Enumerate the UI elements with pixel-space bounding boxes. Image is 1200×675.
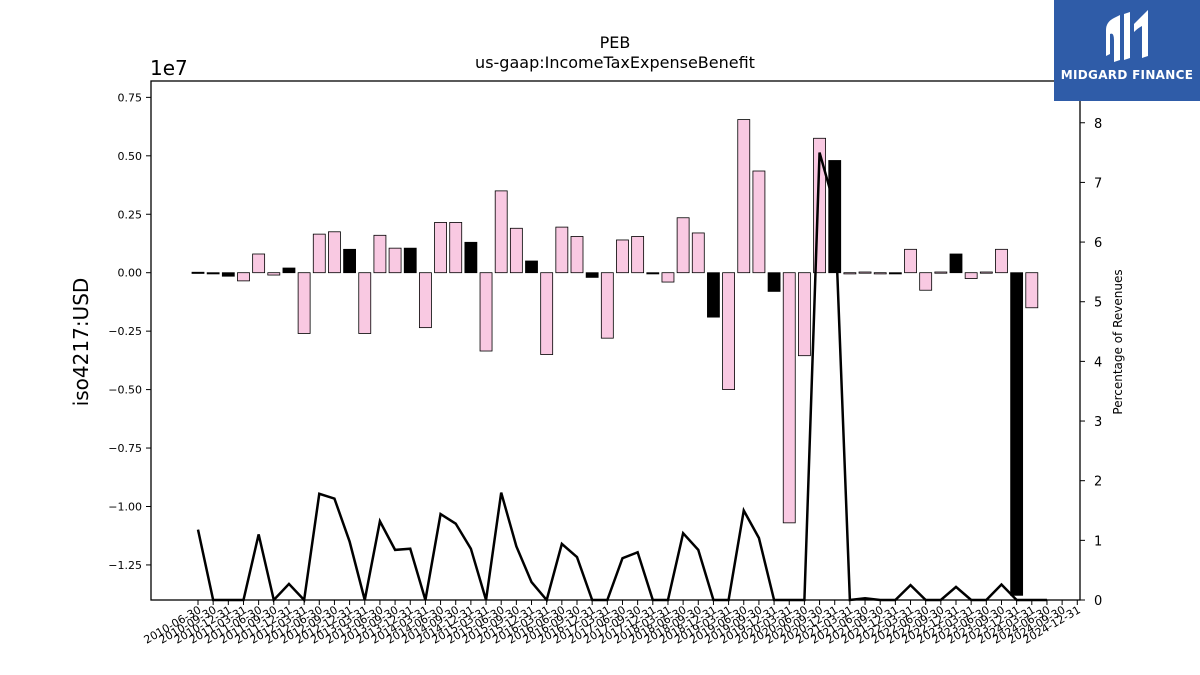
bar bbox=[646, 272, 660, 275]
bar bbox=[509, 227, 523, 274]
bar bbox=[995, 248, 1008, 274]
bar bbox=[904, 248, 917, 274]
y-tick-label: 0.25 bbox=[118, 208, 143, 221]
y-tick-label: 0.50 bbox=[118, 150, 143, 163]
bar bbox=[979, 271, 993, 274]
bar bbox=[858, 271, 872, 274]
chart-subtitle: us-gaap:IncomeTaxExpenseBenefit bbox=[475, 53, 755, 72]
y-axis-label: iso4217:USD bbox=[69, 278, 93, 407]
bar bbox=[358, 272, 372, 334]
bar bbox=[449, 222, 463, 274]
bar bbox=[964, 272, 978, 279]
y-scale-label: 1e7 bbox=[150, 56, 188, 80]
y2-tick-label: 3 bbox=[1094, 415, 1102, 430]
bar bbox=[737, 119, 751, 274]
bar bbox=[237, 272, 250, 282]
y2-tick-label: 4 bbox=[1094, 355, 1102, 370]
y2-tick-label: 2 bbox=[1094, 475, 1102, 490]
x-axis-ticks: 2010-06-302010-09-302010-12-312011-03-31… bbox=[142, 600, 1083, 647]
line-series bbox=[196, 152, 1047, 603]
bar bbox=[707, 272, 720, 318]
bar bbox=[388, 247, 402, 274]
y-tick-label: −0.75 bbox=[108, 442, 142, 455]
y-tick-label: 0.75 bbox=[118, 91, 143, 104]
bar bbox=[403, 247, 417, 274]
bar bbox=[949, 253, 963, 274]
bar bbox=[373, 234, 387, 274]
bar bbox=[722, 272, 735, 390]
bar bbox=[267, 272, 281, 276]
bar bbox=[585, 272, 599, 278]
y-tick-label: −1.25 bbox=[108, 559, 142, 572]
bar bbox=[616, 239, 629, 274]
bar bbox=[297, 272, 311, 334]
bar bbox=[873, 272, 887, 275]
bar-series bbox=[191, 119, 1039, 596]
bar bbox=[434, 222, 447, 274]
y2-tick-label: 7 bbox=[1094, 176, 1102, 191]
bar bbox=[418, 272, 432, 329]
bar bbox=[479, 272, 493, 352]
bar bbox=[206, 272, 220, 275]
bar bbox=[691, 232, 705, 274]
y2-tick-label: 0 bbox=[1094, 594, 1102, 609]
plot-frame bbox=[150, 80, 1081, 601]
bar bbox=[843, 272, 857, 275]
bar bbox=[631, 236, 645, 274]
bar bbox=[494, 190, 508, 274]
bar bbox=[555, 226, 569, 274]
chart-title: PEB bbox=[600, 33, 631, 52]
bar bbox=[676, 217, 690, 274]
bar bbox=[191, 271, 205, 274]
bar bbox=[798, 272, 811, 357]
bar bbox=[661, 272, 675, 283]
bar bbox=[1025, 272, 1039, 309]
bar bbox=[221, 272, 235, 277]
bar bbox=[464, 241, 478, 274]
bar bbox=[782, 272, 796, 524]
y-tick-label: −0.25 bbox=[108, 325, 142, 338]
bar bbox=[919, 272, 933, 291]
y2-axis-ticks: 0 1 2 3 4 5 6 7 8 bbox=[1080, 117, 1102, 609]
y2-tick-label: 5 bbox=[1094, 296, 1102, 311]
y-tick-label: −1.00 bbox=[108, 500, 142, 513]
bar bbox=[328, 231, 341, 274]
bar bbox=[934, 271, 948, 274]
y2-tick-label: 8 bbox=[1094, 117, 1102, 132]
bar bbox=[752, 170, 766, 274]
logo-text: MIDGARD FINANCE bbox=[1060, 68, 1194, 82]
y-tick-label: 0.00 bbox=[118, 267, 143, 280]
y2-tick-label: 6 bbox=[1094, 236, 1102, 251]
y2-axis-label: Percentage of Revenues bbox=[1111, 269, 1125, 414]
bar bbox=[252, 253, 266, 274]
y2-tick-label: 1 bbox=[1094, 534, 1102, 549]
bar bbox=[343, 248, 357, 274]
bar bbox=[570, 236, 584, 274]
bar bbox=[888, 272, 902, 275]
y-axis-ticks: 0.75 0.50 0.25 0.00 −0.25 −0.50 −0.75 −1.00 −1.2… bbox=[108, 91, 151, 572]
revenue-percentage-line bbox=[196, 152, 1047, 603]
y-tick-label: −0.50 bbox=[108, 384, 142, 397]
bar bbox=[600, 272, 614, 339]
bar bbox=[1010, 272, 1024, 596]
logo-mark-icon bbox=[1106, 10, 1148, 62]
bar bbox=[282, 267, 296, 274]
bar bbox=[767, 272, 781, 292]
bar bbox=[312, 233, 326, 274]
bar bbox=[525, 260, 538, 274]
bar bbox=[540, 272, 554, 355]
brand-logo: MIDGARD FINANCE bbox=[1054, 0, 1200, 101]
